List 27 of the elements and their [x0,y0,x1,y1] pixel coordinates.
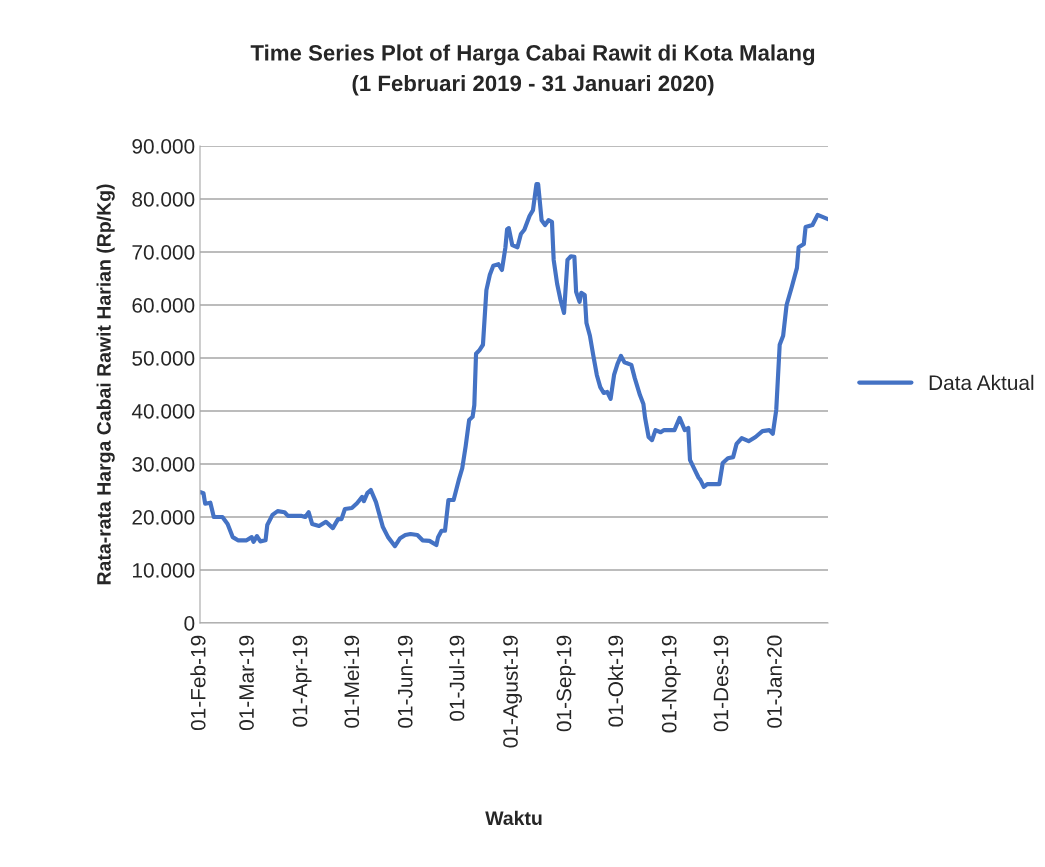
y-tick-label: 40.000 [131,404,195,419]
y-tick-label: 30.000 [132,457,195,472]
x-tick-label: 01-Apr-19 [292,635,312,727]
x-tick-label: 01-Feb-19 [190,635,206,731]
line-series [200,182,828,549]
y-axis-title: Rata-rata Harga Cabai Rawit Harian (Rp/Kg) [96,184,115,585]
y-tick-label: 50.000 [132,351,195,366]
y-tick-label: 70.000 [132,245,195,260]
x-tick-label: 01-Des-19 [713,635,729,732]
y-tick-label: 20.000 [132,510,195,525]
y-tick-label: 10.000 [133,563,195,578]
legend-label: Data Aktual [929,374,1034,391]
y-tick-label: 90.000 [132,139,195,154]
x-tick-label: 01-Mar-19 [239,635,254,731]
y-tick-label: 0 [184,616,195,631]
x-axis-title: Waktu [485,810,542,826]
x-tick-label: 01-Mei-19 [343,635,360,728]
x-tick-label: 01-Jun-19 [397,635,413,728]
x-tick-label: 01-Jul-19 [449,635,465,721]
x-tick-label: 01-Agust-19 [503,635,522,748]
chart-title: Time Series Plot of Harga Cabai Rawit di Kota Malang (1 Februari 2019 - 31 Januari 2020) [250,44,815,96]
x-tick-label: 01-Nop-19 [661,635,681,733]
x-tick-label: 01-Okt-19 [607,635,624,727]
x-tick-label: 01-Sep-19 [556,635,576,732]
y-tick-label: 80.000 [132,192,195,207]
x-tick-label: 01-Jan-20 [767,635,782,728]
y-tick-label: 60.000 [132,298,195,313]
